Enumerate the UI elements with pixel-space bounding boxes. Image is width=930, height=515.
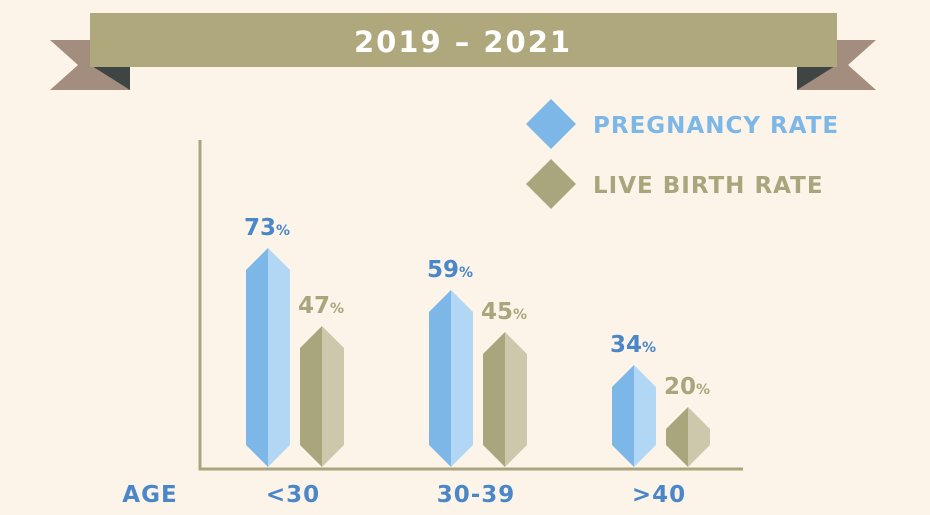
bar-1-1: [483, 332, 527, 467]
legend-marker-live-birth-rate: [526, 159, 576, 209]
bar-face-left: [483, 332, 505, 467]
bar-face-right: [505, 332, 527, 467]
bar-face-left: [612, 365, 634, 467]
chart-title: 2019 – 2021: [354, 25, 572, 59]
bar-face-right: [322, 326, 344, 467]
category-label-2: >40: [632, 482, 686, 508]
category-label-0: <30: [266, 482, 320, 508]
bar-0-1: [300, 326, 344, 467]
legend-marker-pregnancy-rate: [526, 99, 576, 149]
legend-label-pregnancy-rate: PREGNANCY RATE: [593, 113, 839, 139]
bar-face-left: [300, 326, 322, 467]
category-label-1: 30-39: [437, 482, 516, 508]
ribbon-left-fold: [92, 66, 130, 90]
data-label-2-1: 20%: [664, 374, 710, 400]
x-axis-title: AGE: [122, 482, 177, 508]
legend-item-live-birth-rate: LIVE BIRTH RATE: [526, 159, 824, 209]
ribbon-right-fold: [797, 66, 835, 90]
data-labels: 73% 47% 59% 45% 34% 20%: [244, 215, 710, 400]
bar-face-right: [688, 407, 710, 467]
category-labels: <30 30-39 >40: [266, 482, 686, 508]
bar-2-1: [666, 407, 710, 467]
bar-face-left: [666, 407, 688, 467]
legend-label-live-birth-rate: LIVE BIRTH RATE: [593, 173, 824, 199]
legend-item-pregnancy-rate: PREGNANCY RATE: [526, 99, 839, 149]
banner-band: [90, 13, 837, 67]
title-banner: 2019 – 2021: [50, 13, 876, 90]
bar-face-left: [246, 248, 268, 467]
bar-0-0: [246, 248, 290, 467]
data-label-1-1: 45%: [481, 299, 527, 325]
data-label-1-0: 59%: [427, 257, 473, 283]
data-label-2-0: 34%: [610, 332, 656, 358]
bars: [246, 248, 710, 467]
data-label-0-1: 47%: [298, 293, 344, 319]
bar-face-right: [268, 248, 290, 467]
bar-face-right: [634, 365, 656, 467]
legend: PREGNANCY RATE LIVE BIRTH RATE: [526, 99, 839, 209]
bar-1-0: [429, 290, 473, 467]
bar-face-left: [429, 290, 451, 467]
bar-face-right: [451, 290, 473, 467]
data-label-0-0: 73%: [244, 215, 290, 241]
bar-2-0: [612, 365, 656, 467]
